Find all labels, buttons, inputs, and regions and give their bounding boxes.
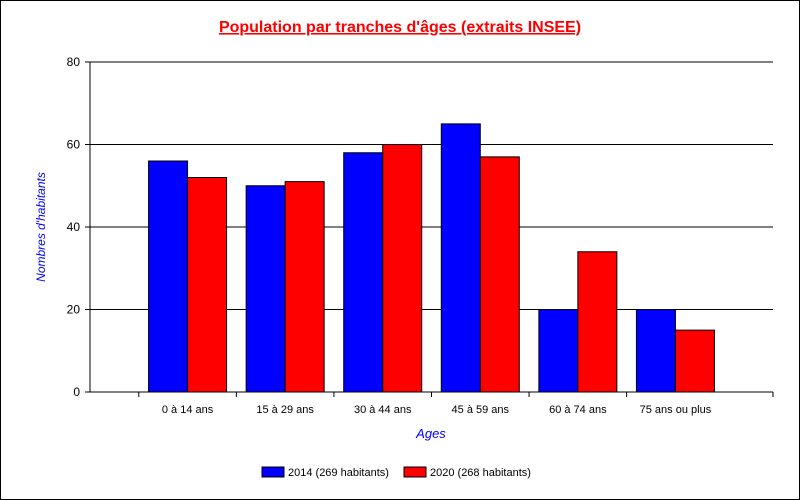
y-tick-label: 40 bbox=[67, 220, 81, 234]
y-tick-label: 60 bbox=[67, 138, 81, 152]
x-tick-label: 75 ans ou plus bbox=[640, 404, 712, 416]
chart-title: Population par tranches d'âges (extraits… bbox=[219, 19, 581, 36]
bar-1-2 bbox=[382, 144, 423, 393]
x-axis-label: Ages bbox=[415, 426, 446, 441]
y-axis-label: Nombres d'habitants bbox=[34, 172, 48, 282]
x-tick-label: 0 à 14 ans bbox=[162, 404, 214, 416]
legend-swatch-0 bbox=[261, 466, 285, 478]
x-tick-label: 15 à 29 ans bbox=[256, 404, 314, 416]
bar-1-5 bbox=[674, 329, 715, 393]
bar-0-2 bbox=[343, 152, 384, 393]
bar-0-1 bbox=[245, 185, 286, 393]
legend: 2014 (269 habitants) 2020 (268 habitants) bbox=[261, 466, 531, 479]
bar-1-4 bbox=[577, 251, 618, 393]
x-tick-label: 30 à 44 ans bbox=[354, 404, 412, 416]
bar-1-1 bbox=[284, 181, 325, 393]
bar-0-3 bbox=[440, 123, 481, 393]
bar-1-0 bbox=[187, 177, 228, 393]
bar-1-3 bbox=[479, 156, 520, 393]
legend-swatch-1 bbox=[403, 466, 427, 478]
y-tick-label: 80 bbox=[67, 55, 81, 69]
legend-label-1: 2020 (268 habitants) bbox=[430, 467, 531, 479]
x-tick-label: 45 à 59 ans bbox=[452, 404, 510, 416]
bar-0-0 bbox=[148, 160, 189, 393]
bar-0-5 bbox=[635, 309, 676, 393]
y-tick-label: 0 bbox=[73, 385, 80, 399]
bar-0-4 bbox=[538, 309, 579, 393]
legend-label-0: 2014 (269 habitants) bbox=[288, 467, 389, 479]
x-tick-label: 60 à 74 ans bbox=[549, 404, 607, 416]
bars bbox=[148, 123, 715, 393]
axes: 0 20 40 60 80 0 à 14 ans 15 à 29 ans 30 à 44 an… bbox=[67, 55, 774, 416]
y-tick-label: 20 bbox=[67, 303, 81, 317]
